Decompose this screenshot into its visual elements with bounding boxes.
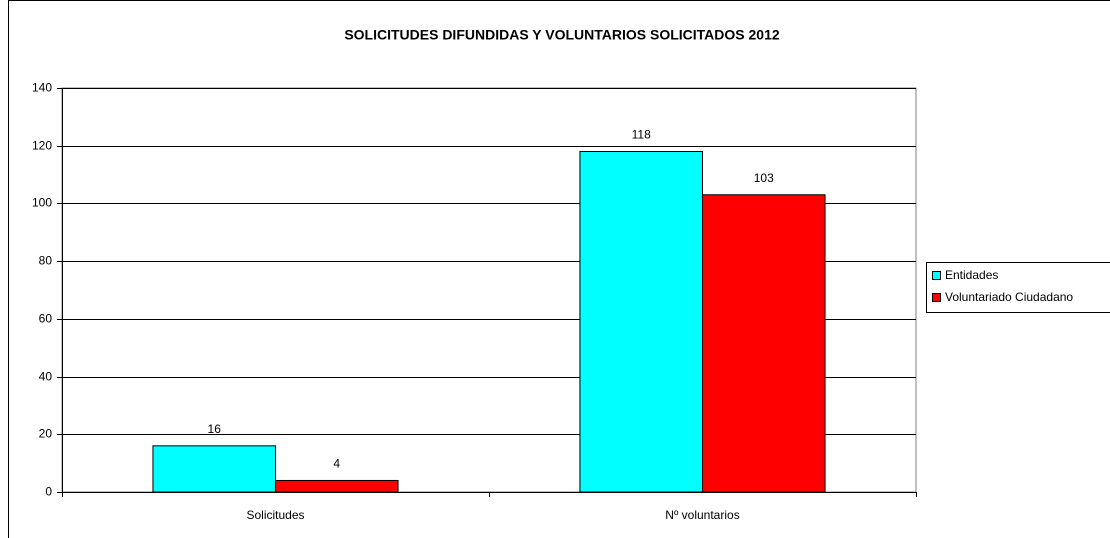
value-label: 4	[333, 457, 340, 471]
value-label: 103	[754, 171, 774, 185]
y-tick-label: 0	[45, 485, 52, 499]
y-tick-label: 20	[39, 427, 53, 441]
y-tick-label: 60	[39, 312, 53, 326]
x-tick-label: Solicitudes	[246, 508, 304, 522]
legend-swatch	[932, 271, 941, 280]
legend	[926, 262, 1110, 313]
x-tick-label: Nº voluntarios	[665, 508, 739, 522]
y-tick-label: 120	[32, 139, 52, 153]
legend-label: Entidades	[945, 268, 998, 282]
bar	[152, 445, 277, 493]
bar	[275, 479, 399, 493]
bar	[702, 194, 826, 493]
value-label: 118	[632, 128, 651, 142]
y-tick-label: 40	[39, 370, 53, 384]
legend-label: Voluntariado Ciudadano	[945, 290, 1073, 304]
bar	[579, 150, 703, 493]
value-label: 16	[208, 422, 222, 436]
legend-swatch	[932, 293, 941, 302]
y-tick-label: 140	[32, 81, 52, 95]
y-tick-label: 100	[32, 196, 52, 210]
chart-title: SOLICITUDES DIFUNDIDAS Y VOLUNTARIOS SOL…	[344, 27, 780, 43]
y-tick-label: 80	[39, 254, 53, 268]
